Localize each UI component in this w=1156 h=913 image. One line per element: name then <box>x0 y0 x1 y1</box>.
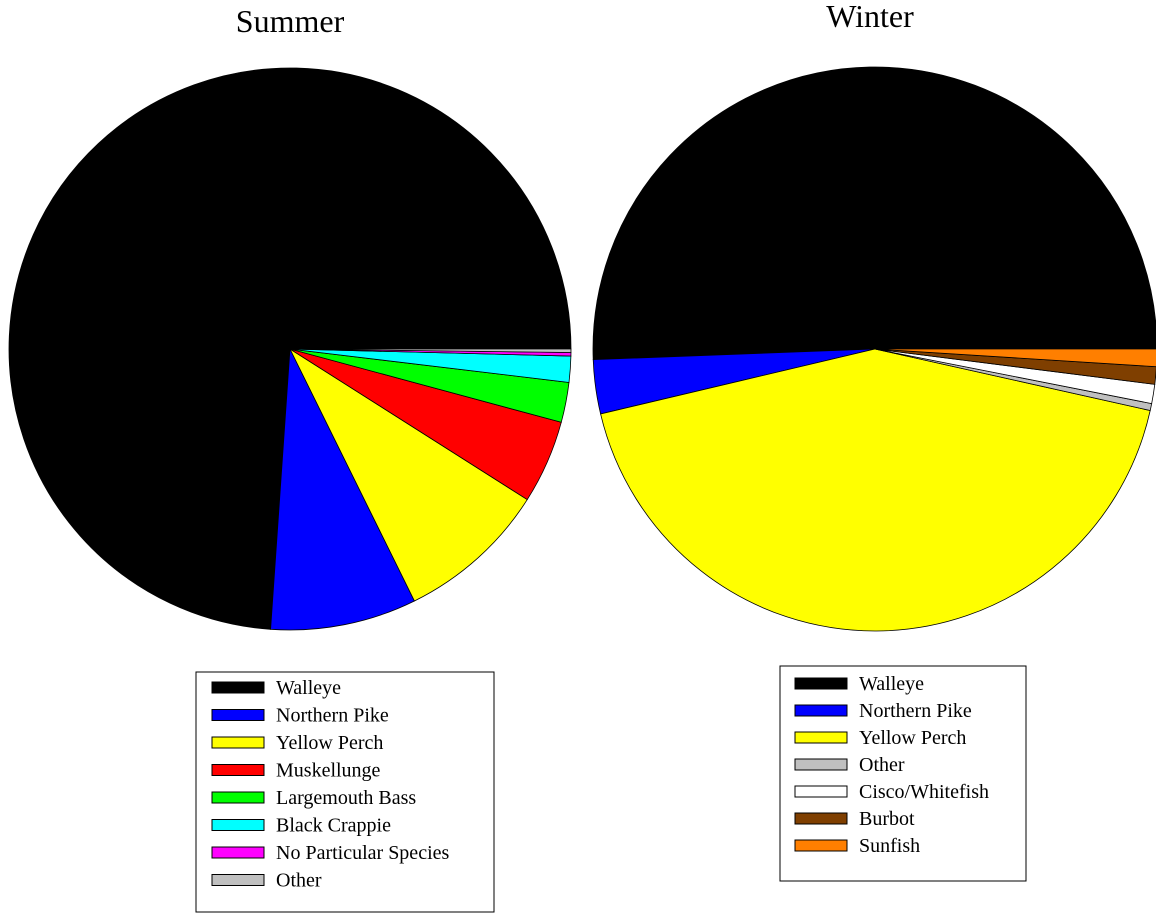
summer-legend-label-walleye: Walleye <box>276 677 341 699</box>
winter-slice-walleye <box>592 66 1156 361</box>
summer-slice-yellow-perch <box>289 347 528 602</box>
winter-legend-swatch-walleye <box>794 677 848 690</box>
winter-legend-swatch-cisco-whitefish <box>794 785 848 798</box>
summer-legend-swatch-muskellunge <box>211 764 265 776</box>
summer-legend-label-other: Other <box>276 870 322 892</box>
summer-legend-items: Walleye Northern Pike Yellow Perch Muskellu… <box>211 677 449 892</box>
summer-legend-label-largemouth-bass: Largemouth Bass <box>276 787 416 809</box>
summer-legend-label-black-crappie: Black Crappie <box>276 815 391 837</box>
winter-legend-label-walleye: Walleye <box>859 673 924 695</box>
summer-legend-label-no-particular-species: No Particular Species <box>276 842 449 864</box>
summer-legend-swatch-other <box>211 874 265 886</box>
winter-legend-swatch-sunfish <box>794 839 848 852</box>
summer-legend: Walleye Northern Pike Yellow Perch Muskellu… <box>195 671 495 913</box>
summer-legend-swatch-yellow-perch <box>211 736 265 749</box>
summer-slice-other <box>289 348 572 353</box>
winter-legend-label-other: Other <box>859 754 905 776</box>
winter-legend-swatch-yellow-perch <box>794 731 848 744</box>
summer-legend-swatch-black-crappie <box>211 819 265 831</box>
winter-legend-label-burbot: Burbot <box>859 808 915 830</box>
summer-pie-chart: Summer Walleye Northern Pike Yellow Perch M… <box>8 3 572 913</box>
summer-slices <box>8 67 572 631</box>
summer-legend-swatch-walleye <box>211 681 265 694</box>
summer-legend-label-muskellunge: Muskellunge <box>276 760 381 782</box>
winter-slice-yellow-perch <box>600 348 1151 632</box>
summer-title: Summer <box>236 3 345 39</box>
winter-legend-swatch-other <box>794 758 848 771</box>
winter-legend: Walleye Northern Pike Yellow Perch Other Cis… <box>779 665 1027 882</box>
summer-slice-northern-pike <box>270 347 415 631</box>
winter-legend-label-cisco-whitefish: Cisco/Whitefish <box>859 781 989 803</box>
winter-legend-label-yellow-perch: Yellow Perch <box>859 727 966 749</box>
winter-title: Winter <box>826 0 914 34</box>
winter-legend-label-sunfish: Sunfish <box>859 835 920 857</box>
summer-legend-label-yellow-perch: Yellow Perch <box>276 732 383 754</box>
winter-legend-items: Walleye Northern Pike Yellow Perch Other Cis… <box>794 673 989 857</box>
winter-pie-chart: Winter Walleye Northern Pike Yellow Perch O… <box>592 0 1156 882</box>
summer-legend-swatch-largemouth-bass <box>211 791 265 804</box>
winter-legend-swatch-northern-pike <box>794 704 848 717</box>
winter-legend-label-northern-pike: Northern Pike <box>859 700 972 722</box>
winter-legend-swatch-burbot <box>794 812 848 825</box>
summer-legend-swatch-no-particular-species <box>211 846 265 859</box>
summer-legend-swatch-northern-pike <box>211 709 265 721</box>
winter-slices <box>592 66 1156 632</box>
winter-slice-sunfish <box>874 348 1156 368</box>
summer-legend-label-northern-pike: Northern Pike <box>276 705 389 727</box>
